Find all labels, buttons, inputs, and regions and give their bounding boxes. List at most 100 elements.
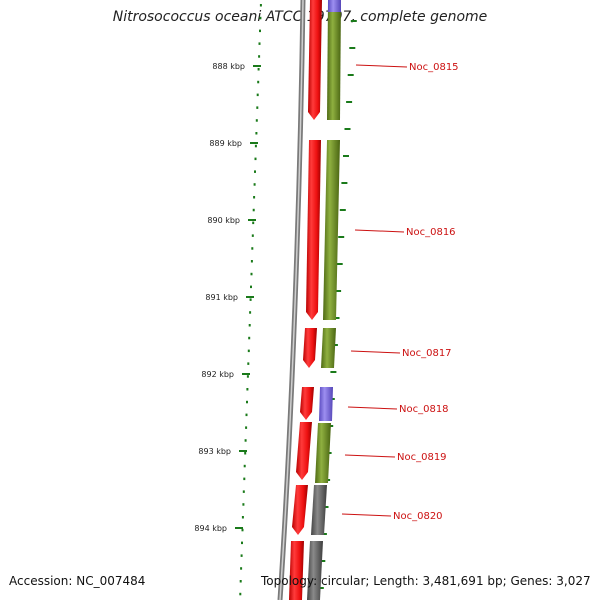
gc-dot bbox=[239, 592, 242, 596]
cds-arrow-next[interactable] bbox=[289, 541, 304, 600]
skew-dot bbox=[333, 317, 340, 319]
gc-dot bbox=[246, 388, 249, 391]
gene-leader-line bbox=[347, 406, 398, 410]
gc-dot bbox=[247, 349, 250, 353]
gc-dot bbox=[256, 93, 259, 97]
gc-dot bbox=[252, 221, 255, 225]
gene-leader-line bbox=[355, 64, 408, 68]
gc-dot bbox=[257, 68, 260, 71]
cds-arrow-Noc_0817[interactable] bbox=[303, 328, 317, 368]
kbp-tick bbox=[248, 219, 256, 221]
gc-dot bbox=[243, 464, 246, 468]
skew-dot bbox=[341, 182, 348, 184]
kbp-tick bbox=[250, 142, 258, 144]
gc-dot bbox=[258, 42, 261, 45]
cog-bar-Noc_0815[interactable] bbox=[327, 0, 341, 120]
skew-dot bbox=[350, 20, 357, 22]
gc-dot bbox=[248, 336, 251, 340]
gc-dot bbox=[254, 157, 257, 161]
backbone bbox=[277, 0, 306, 600]
cds-arrow-Noc_0815[interactable] bbox=[308, 0, 322, 120]
gc-dot bbox=[259, 4, 262, 7]
gc-dot bbox=[241, 516, 244, 519]
kbp-tick-label: 890 kbp bbox=[207, 216, 240, 225]
gene-label-Noc_0819[interactable]: Noc_0819 bbox=[397, 452, 447, 463]
kbp-tick-label: 892 kbp bbox=[201, 370, 234, 379]
skew-dot bbox=[346, 101, 353, 103]
gene-label-Noc_0817[interactable]: Noc_0817 bbox=[402, 348, 452, 359]
map-title: Nitrosococcus oceani ATCC 19707, complet… bbox=[112, 9, 488, 25]
gc-dot bbox=[240, 554, 243, 557]
gene-label-Noc_0820[interactable]: Noc_0820 bbox=[393, 511, 443, 522]
gc-dot bbox=[252, 208, 255, 212]
skew-dot bbox=[338, 236, 345, 238]
gc-dot bbox=[242, 503, 245, 506]
gc-dot bbox=[250, 272, 253, 276]
gene-leader-line bbox=[344, 454, 396, 458]
skew-dot bbox=[349, 47, 356, 49]
gc-dot bbox=[244, 439, 247, 442]
kbp-tick-label: 888 kbp bbox=[212, 62, 245, 71]
gc-dot bbox=[247, 362, 250, 365]
cog-bar-next[interactable] bbox=[307, 541, 323, 600]
kbp-tick bbox=[239, 450, 247, 452]
gc-dot bbox=[245, 413, 248, 417]
gene-leader-line bbox=[341, 513, 392, 517]
cog-bar-Noc_0820[interactable] bbox=[311, 485, 327, 535]
kbp-tick-label: 893 kbp bbox=[198, 447, 231, 456]
gc-dot bbox=[249, 311, 252, 314]
gene-label-Noc_0818[interactable]: Noc_0818 bbox=[399, 404, 449, 415]
cog-bar-Noc_0818[interactable] bbox=[319, 387, 333, 421]
skew-dot bbox=[317, 587, 324, 589]
gc-dot bbox=[251, 247, 254, 250]
gc-dot bbox=[241, 541, 243, 545]
gc-dot bbox=[243, 477, 246, 481]
gc-dot bbox=[240, 567, 243, 570]
kbp-tick bbox=[235, 527, 243, 529]
kbp-tick bbox=[246, 296, 254, 298]
kbp-tick bbox=[242, 373, 250, 375]
cog-bar-Noc_0816[interactable] bbox=[323, 140, 340, 320]
kbp-tick-label: 889 kbp bbox=[209, 139, 242, 148]
gene-label-Noc_0816[interactable]: Noc_0816 bbox=[406, 227, 456, 238]
gc-dot bbox=[254, 170, 256, 173]
accession-text: Accession: NC_007484 bbox=[9, 574, 146, 588]
skew-dot bbox=[330, 371, 337, 373]
gc-dot bbox=[245, 426, 248, 429]
gene-leader-line bbox=[350, 350, 401, 354]
gc-dot bbox=[253, 183, 256, 186]
skew-dot bbox=[347, 74, 354, 76]
gc-dot bbox=[259, 29, 261, 33]
gc-dot bbox=[248, 324, 251, 327]
skew-dot bbox=[336, 263, 343, 265]
cog-bar-Noc_0817[interactable] bbox=[321, 328, 336, 368]
cds-arrow-Noc_0818[interactable] bbox=[300, 387, 314, 420]
gc-dot bbox=[250, 285, 252, 289]
cog-bar-partial[interactable] bbox=[328, 0, 341, 12]
gc-dot bbox=[239, 580, 242, 583]
cog-bar-Noc_0819[interactable] bbox=[315, 423, 331, 483]
skew-dot bbox=[343, 155, 349, 157]
gc-dot bbox=[241, 528, 244, 532]
gc-dot bbox=[256, 106, 259, 109]
gc-dot bbox=[246, 400, 248, 404]
gc-dot bbox=[244, 452, 247, 455]
gene-leader-line bbox=[354, 229, 405, 233]
gc-dot bbox=[259, 16, 262, 20]
gene-label-Noc_0815[interactable]: Noc_0815 bbox=[409, 62, 459, 73]
gc-dot bbox=[255, 132, 258, 135]
gc-dot bbox=[251, 234, 254, 237]
skew-dot bbox=[335, 290, 342, 292]
gc-dot bbox=[253, 196, 256, 199]
gc-dot bbox=[242, 490, 245, 493]
cds-arrow-Noc_0820[interactable] bbox=[292, 485, 308, 535]
kbp-tick-label: 894 kbp bbox=[194, 524, 227, 533]
gc-dot bbox=[246, 375, 249, 378]
cds-arrow-Noc_0819[interactable] bbox=[296, 422, 312, 480]
gc-dot bbox=[257, 80, 260, 84]
gc-dot bbox=[255, 119, 258, 122]
skew-dot bbox=[344, 128, 351, 130]
cds-arrow-Noc_0816[interactable] bbox=[306, 140, 321, 320]
gc-dot bbox=[250, 260, 253, 263]
